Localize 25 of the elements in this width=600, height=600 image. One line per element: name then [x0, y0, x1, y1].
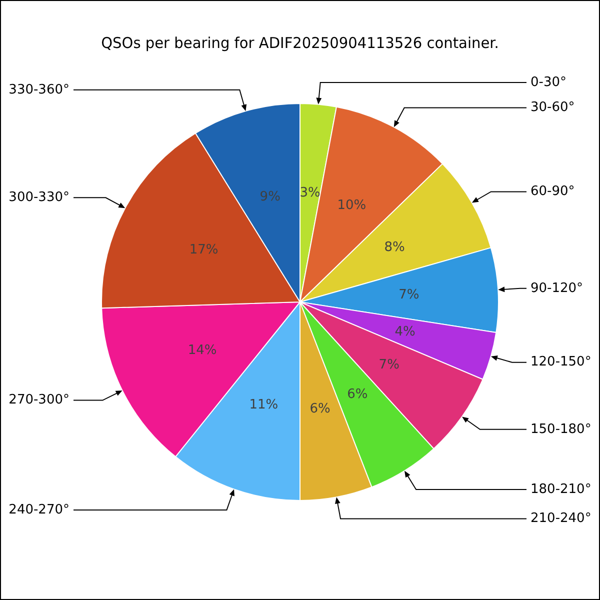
slice-label: 270-300° — [8, 392, 70, 408]
slice-label: 60-90° — [530, 184, 575, 200]
slice-label: 300-330° — [8, 190, 70, 206]
chart-title: QSOs per bearing for ADIF20250904113526 container. — [101, 34, 499, 52]
data-label: 6% — [310, 402, 330, 417]
slice-label: 180-210° — [530, 482, 592, 497]
slice-label: 210-240° — [530, 511, 592, 526]
slice-label: 330-360° — [8, 82, 70, 98]
data-label: 7% — [398, 288, 420, 303]
data-label: 10% — [337, 198, 366, 214]
data-label: 3% — [300, 186, 320, 201]
data-label: 7% — [378, 357, 400, 372]
data-label: 4% — [394, 324, 416, 340]
slice-label: 90-120° — [530, 280, 584, 296]
data-label: 6% — [347, 387, 368, 402]
data-label: 8% — [384, 240, 405, 255]
slice-label: 0-30° — [530, 74, 567, 90]
data-label: 17% — [189, 242, 218, 258]
slice-label: 150-180° — [530, 422, 592, 437]
data-label: 14% — [188, 343, 217, 358]
slice-label: 30-60° — [530, 100, 575, 116]
data-label: 11% — [249, 397, 278, 412]
data-label: 9% — [260, 189, 280, 204]
slice-label: 120-150° — [530, 354, 592, 370]
slice-label: 240-270° — [8, 502, 70, 518]
